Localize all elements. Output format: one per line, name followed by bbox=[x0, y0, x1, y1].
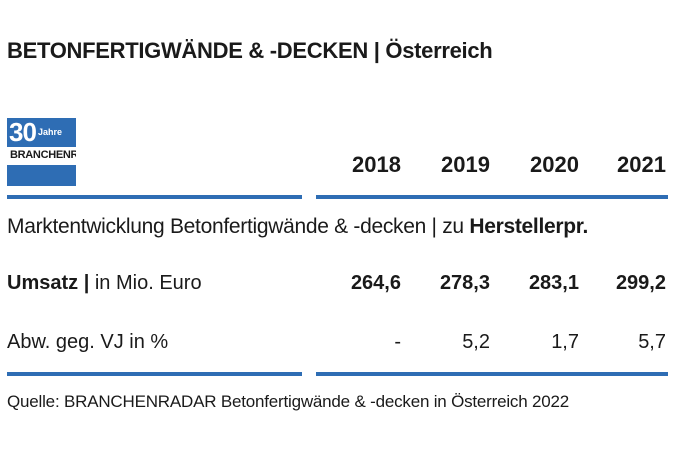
logo-brand: BRANCHENRADAR bbox=[10, 149, 76, 161]
row-label-abweichung: Abw. geg. VJ in % bbox=[7, 331, 169, 353]
table-subtitle: Marktentwicklung Betonfertigwände & -dec… bbox=[7, 215, 588, 239]
column-header-2018: 2018 bbox=[352, 152, 401, 177]
column-header-2020: 2020 bbox=[530, 152, 579, 177]
footer-rule-right bbox=[316, 372, 668, 376]
subtitle-text: Marktentwicklung Betonfertigwände & -dec… bbox=[7, 215, 470, 238]
subtitle-bold: Herstellerpr. bbox=[469, 215, 589, 238]
logo-number: 30 bbox=[9, 118, 37, 147]
cell-abweichung-2020: 1,7 bbox=[551, 331, 579, 353]
page-title: BETONFERTIGWÄNDE & -DECKEN | Österreich bbox=[7, 38, 493, 63]
footer-rule-left bbox=[7, 372, 302, 376]
branchenradar-logo: 30 Jahre BRANCHENRADAR bbox=[7, 118, 76, 186]
logo-brand-bar bbox=[7, 147, 76, 165]
cell-abweichung-2021: 5,7 bbox=[638, 331, 666, 353]
cell-umsatz-2020: 283,1 bbox=[528, 272, 579, 294]
cell-umsatz-2018: 264,6 bbox=[350, 272, 401, 294]
row-label-umsatz-unit: in Mio. Euro bbox=[89, 272, 202, 294]
cell-abweichung-2018: - bbox=[394, 331, 401, 353]
header-rule-left bbox=[7, 195, 302, 199]
source-note: Quelle: BRANCHENRADAR Betonfertigwände &… bbox=[7, 392, 570, 411]
row-label-umsatz: Umsatz | in Mio. Euro bbox=[7, 272, 202, 295]
cell-abweichung-2019: 5,2 bbox=[462, 331, 490, 353]
cell-umsatz-2019: 278,3 bbox=[439, 272, 490, 294]
cell-umsatz-2021: 299,2 bbox=[615, 272, 666, 294]
column-header-2019: 2019 bbox=[441, 152, 490, 177]
logo-label: Jahre bbox=[38, 127, 63, 137]
column-header-2021: 2021 bbox=[617, 152, 666, 177]
header-rule-right bbox=[316, 195, 668, 199]
row-label-umsatz-bold: Umsatz | bbox=[7, 272, 90, 294]
